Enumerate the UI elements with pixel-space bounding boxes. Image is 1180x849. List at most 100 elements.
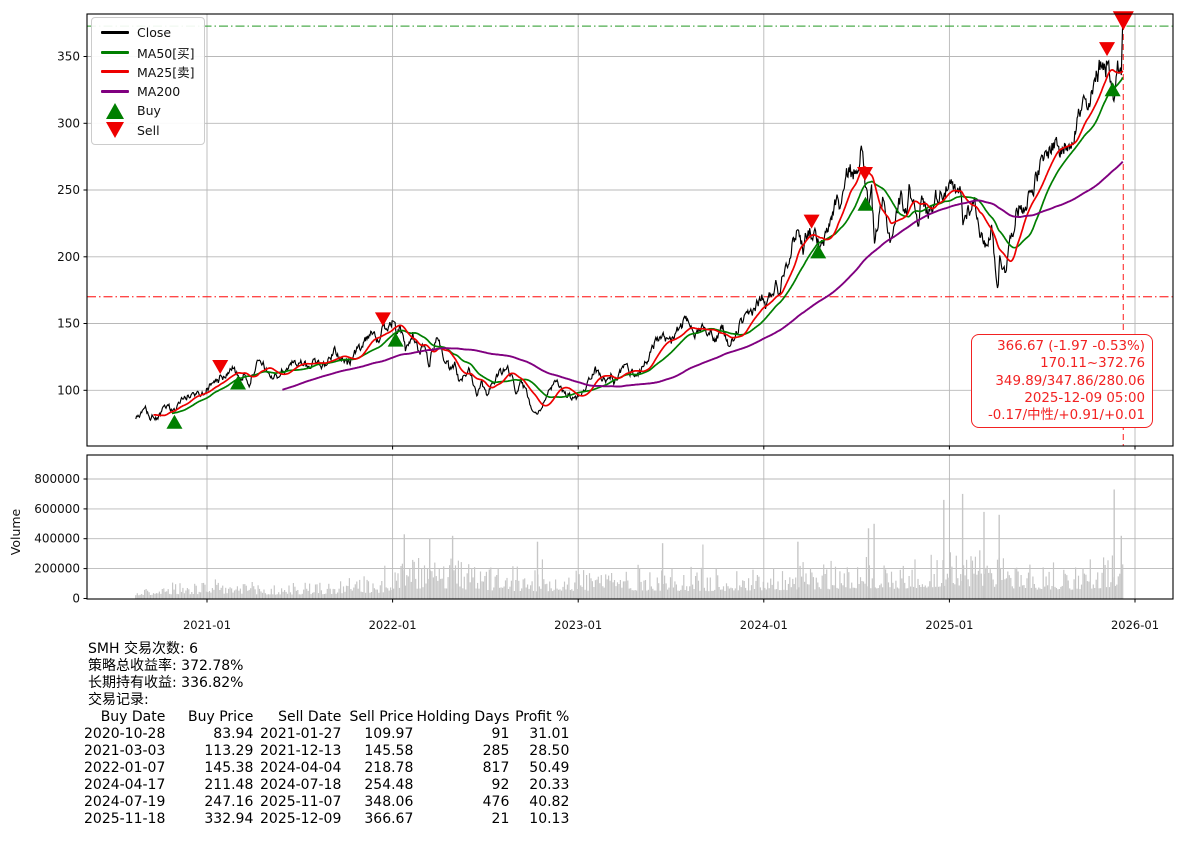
axes: 100 150 200 250 300 350 0 200000 400000 600000 800…: [8, 13, 1174, 632]
buy-triangle-icon: [100, 102, 130, 119]
trade-cell: 476: [482, 794, 510, 810]
price-tick-label: 300: [57, 116, 80, 130]
trade-cell: 218.78: [364, 760, 414, 776]
trade-table-header: Buy Date Buy Price Sell Date Sell Price Hold…: [84, 709, 570, 726]
trade-row: 2022-01-07 145.38 2024-04-04 218.78 817 50.49: [84, 760, 569, 777]
annotation-ma-values: 349.89/347.86/280.06: [995, 373, 1145, 389]
trade-col-header: Sell Date: [278, 709, 342, 725]
trade-count-line: SMH 交易次数: 6: [88, 641, 199, 657]
trade-cell: 113.29: [204, 743, 254, 759]
volume-tick-label: 0: [72, 592, 80, 606]
legend-item-sell: Sell: [100, 121, 196, 141]
trade-cell: 332.94: [204, 811, 254, 827]
trade-row: 2020-10-28 83.94 2021-01-27 109.97 91 31.01: [84, 726, 569, 743]
trade-cell: 40.82: [529, 794, 570, 810]
trade-cell: 21: [491, 811, 510, 827]
volume-tick-label: 600000: [34, 502, 80, 516]
trade-row: 2024-07-19 247.16 2025-11-07 348.06 476 40.82: [84, 794, 569, 811]
annotation-price-change: 366.67 (-1.97 -0.53%): [997, 339, 1145, 354]
sell-marker: [803, 214, 820, 229]
legend-label: Sell: [137, 122, 160, 138]
legend-label: MA25[卖]: [137, 65, 195, 81]
trade-cell: 254.48: [364, 777, 414, 793]
legend-item-close: Close: [100, 23, 196, 43]
volume-tick-label: 200000: [34, 562, 80, 576]
volume-axis-label: Volume: [8, 508, 23, 555]
trade-col-header: Holding Days: [416, 709, 510, 725]
legend-label: Close: [137, 25, 172, 41]
trade-cell: 211.48: [204, 777, 254, 793]
date-tick-label: 2026-01: [1111, 618, 1159, 632]
price-tick-label: 250: [57, 183, 80, 197]
trade-cell: 2025-11-07: [260, 794, 342, 810]
annotation-range: 170.11~372.76: [1040, 356, 1145, 372]
trade-col-header: Sell Price: [349, 709, 414, 725]
sell-marker: [856, 167, 873, 182]
trade-cell: 2025-11-18: [84, 811, 166, 827]
ma25-line: [153, 69, 1124, 417]
date-tick-label: 2022-01: [369, 618, 417, 632]
trade-cell: 817: [482, 760, 510, 776]
sell-marker: [374, 312, 391, 327]
legend-label: MA50[买]: [137, 45, 195, 61]
date-tick-label: 2025-01: [925, 618, 973, 632]
buy-marker: [387, 332, 404, 347]
legend-label: MA200: [137, 83, 181, 99]
sell-marker: [212, 359, 229, 374]
backtest-report: SMH 交易次数: 6 策略总收益率: 372.78% 长期持有收益: 336.…: [84, 641, 569, 828]
price-tick-label: 200: [57, 250, 80, 264]
trade-table: Buy Date Buy Price Sell Date Sell Price Hold…: [84, 709, 569, 828]
trade-row: 2021-03-03 113.29 2021-12-13 145.58 285 28.50: [84, 743, 569, 760]
buy-marker: [810, 244, 827, 259]
trade-records-label: 交易记录:: [88, 692, 149, 708]
trade-cell: 2025-12-09: [260, 811, 342, 827]
trade-cell: 31.01: [529, 726, 570, 742]
trade-cell: 366.67: [364, 811, 414, 827]
ma200-line: [282, 161, 1124, 391]
trade-row: 2025-11-18 332.94 2025-12-09 366.67 21 10.13: [84, 811, 569, 828]
trade-cell: 28.50: [529, 743, 570, 759]
buy-marker: [857, 196, 874, 211]
strategy-return-line: 策略总收益率: 372.78%: [88, 658, 244, 674]
trade-cell: 20.33: [529, 777, 570, 793]
buy-marker: [1104, 82, 1121, 97]
price-series: [135, 21, 1124, 422]
trade-cell: 91: [491, 726, 510, 742]
legend-item-buy: Buy: [100, 101, 196, 121]
trade-cell: 50.49: [529, 760, 570, 776]
ma50-line-swatch: [100, 50, 130, 54]
legend-item-ma25: MA25[卖]: [100, 62, 196, 82]
volume-tick-label: 800000: [34, 472, 80, 486]
price-tick-label: 100: [57, 383, 80, 397]
trade-cell: 285: [482, 743, 510, 759]
trade-cell: 2022-01-07: [84, 760, 166, 776]
sell-marker: [1099, 42, 1116, 57]
trade-row: 2024-04-17 211.48 2024-07-18 254.48 92 20.33: [84, 777, 569, 794]
trade-cell: 2024-07-19: [84, 794, 166, 810]
date-tick-label: 2024-01: [740, 618, 788, 632]
legend-item-ma200: MA200: [100, 82, 196, 102]
legend-item-ma50: MA50[买]: [100, 43, 196, 63]
trade-cell: 10.13: [529, 811, 570, 827]
volume-tick-label: 400000: [34, 532, 80, 546]
trade-cell: 348.06: [364, 794, 414, 810]
trade-cell: 2021-03-03: [84, 743, 166, 759]
chart-legend: Close MA50[买] MA25[卖] MA200 Buy Sell: [91, 17, 205, 145]
price-tick-label: 150: [57, 317, 80, 331]
volume-bars: [135, 489, 1124, 599]
hold-return-line: 长期持有收益: 336.82%: [88, 675, 244, 691]
sell-marker: [1112, 11, 1134, 31]
buy-marker: [230, 375, 247, 390]
sell-triangle-icon: [100, 122, 130, 139]
close-line-swatch: [100, 31, 130, 35]
trade-cell: 2021-01-27: [260, 726, 342, 742]
trade-markers: [166, 11, 1134, 429]
trade-cell: 2021-12-13: [260, 743, 342, 759]
last-quote-annotation: 366.67 (-1.97 -0.53%) 170.11~372.76 349.…: [971, 334, 1153, 429]
ma200-line-swatch: [100, 89, 130, 93]
trade-cell: 83.94: [213, 726, 254, 742]
date-tick-label: 2023-01: [554, 618, 602, 632]
annotation-signals: -0.17/中性/+0.91/+0.01: [987, 408, 1145, 424]
legend-label: Buy: [137, 103, 161, 119]
